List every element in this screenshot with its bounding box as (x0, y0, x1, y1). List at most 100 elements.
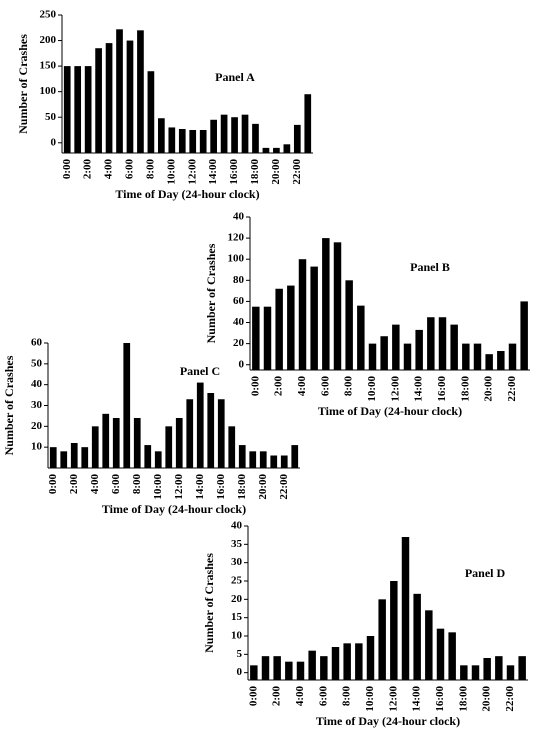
bar (220, 114, 228, 153)
y-tick-label: 10 (231, 630, 243, 642)
bar (228, 426, 236, 468)
x-tick-label: 20:00 (270, 159, 282, 185)
bar (60, 451, 68, 468)
y-tick-label: 0 (239, 358, 245, 370)
y-tick-label: 15 (231, 611, 243, 623)
y-tick-label: 100 (228, 253, 245, 265)
y-tick-label: 20 (233, 337, 245, 349)
bar (280, 455, 288, 468)
x-tick-label: 2:00 (273, 376, 285, 397)
bar (262, 147, 270, 153)
bar (368, 343, 377, 370)
bar (283, 144, 291, 153)
bar (252, 306, 260, 370)
bar (126, 40, 134, 153)
y-tick-label: 120 (228, 232, 245, 244)
x-tick-label: 14:00 (194, 474, 206, 500)
bar (137, 30, 144, 153)
y-tick-label: 50 (31, 357, 43, 369)
x-tick-label: 6:00 (124, 159, 136, 180)
bar (238, 445, 246, 468)
bar (343, 643, 351, 680)
bar (217, 399, 225, 468)
y-axis-label: Number of Crashes (16, 34, 30, 134)
bar (261, 656, 270, 680)
y-tick-label: 40 (233, 316, 245, 328)
bar (63, 66, 71, 153)
bar (462, 343, 470, 370)
bar (241, 114, 249, 153)
bar (425, 610, 433, 680)
panel-title: Panel B (410, 260, 450, 274)
panel-title: Panel A (215, 70, 255, 84)
x-tick-label: 10:00 (364, 686, 376, 712)
y-tick-label: 100 (40, 85, 57, 97)
x-tick-label: 18:00 (459, 376, 471, 402)
x-tick-label: 22:00 (278, 474, 290, 500)
x-tick-label: 14:00 (207, 159, 219, 185)
x-tick-label: 0:00 (61, 159, 73, 180)
bar (331, 647, 340, 680)
bar (366, 636, 375, 680)
bar (158, 118, 165, 153)
bar (506, 665, 515, 680)
x-tick-label: 14:00 (413, 376, 425, 402)
bar (392, 324, 400, 370)
y-tick-label: 0 (51, 136, 57, 148)
bar (231, 117, 238, 153)
y-tick-label: 5 (237, 648, 243, 660)
bar (263, 306, 272, 370)
x-tick-label: 8:00 (343, 376, 355, 397)
x-axis-label: Time of Day (24-hour clock) (318, 404, 462, 418)
x-tick-label: 4:00 (296, 376, 308, 397)
bar (355, 643, 363, 680)
x-tick-label: 4:00 (294, 686, 306, 707)
x-tick-label: 8:00 (144, 159, 156, 180)
bar (273, 147, 280, 153)
bar (333, 242, 342, 370)
bar (252, 123, 259, 153)
bar (175, 418, 183, 468)
bar (84, 66, 92, 153)
bar (390, 581, 398, 680)
bar (310, 266, 318, 370)
bar (497, 351, 505, 370)
x-tick-label: 16:00 (228, 159, 240, 185)
y-tick-label: 200 (40, 34, 57, 46)
bar (273, 656, 281, 680)
x-tick-label: 0:00 (47, 474, 59, 495)
x-tick-label: 20:00 (481, 686, 493, 712)
bar (91, 426, 99, 468)
x-tick-label: 8:00 (341, 686, 353, 707)
bar (112, 418, 120, 468)
bar (427, 317, 435, 370)
bar (102, 413, 110, 468)
x-tick-label: 0:00 (249, 376, 261, 397)
bar (81, 447, 89, 468)
bar (116, 29, 123, 153)
bar (199, 130, 207, 153)
panel-title: Panel C (180, 364, 220, 378)
panel-title: Panel D (465, 566, 506, 580)
bar (189, 130, 197, 153)
bar (250, 665, 258, 680)
y-tick-label: 20 (231, 593, 243, 605)
bar (483, 658, 491, 680)
bar (144, 445, 152, 468)
y-tick-label: 10 (31, 441, 43, 453)
x-tick-label: 16:00 (436, 376, 448, 402)
y-axis-label: Number of Crashes (2, 355, 16, 455)
y-tick-label: 0 (237, 666, 243, 678)
bar (471, 665, 480, 680)
bar (378, 599, 386, 680)
y-tick-label: 30 (231, 556, 243, 568)
bar (123, 343, 131, 468)
y-tick-label: 60 (233, 295, 245, 307)
bar (473, 343, 482, 370)
bar (495, 656, 503, 680)
x-tick-label: 4:00 (89, 474, 101, 495)
bar (154, 451, 162, 468)
y-axis-label: Number of Crashes (202, 553, 216, 653)
bar (74, 66, 82, 153)
y-tick-label: 80 (233, 274, 245, 286)
